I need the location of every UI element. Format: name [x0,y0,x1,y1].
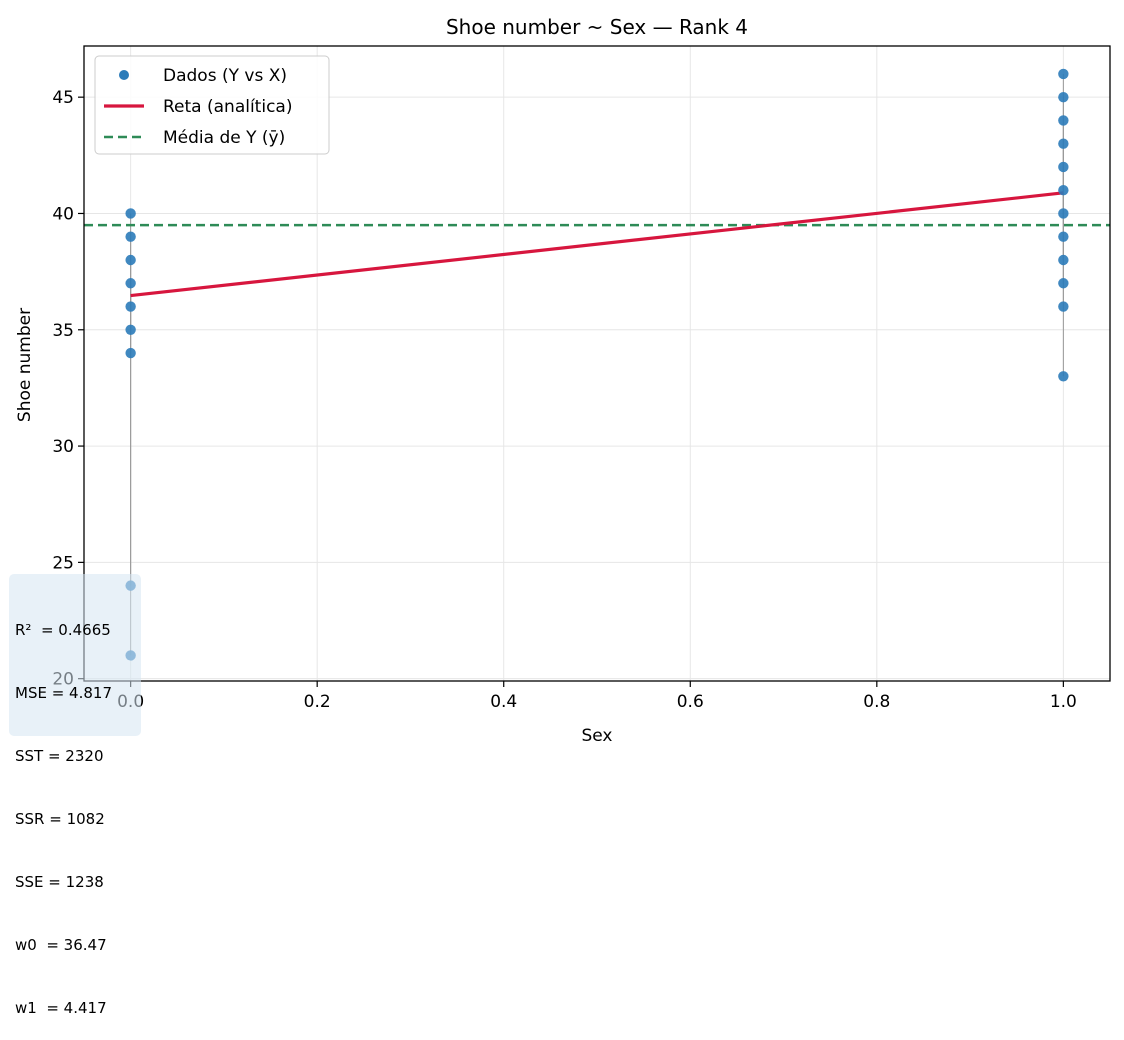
x-tick-label: 1.0 [1050,692,1077,712]
legend-label: Média de Y (ȳ) [163,128,285,148]
chart-title: Shoe number ~ Sex — Rank 4 [446,15,748,39]
y-tick-label: 35 [52,321,74,341]
data-point [125,324,136,335]
data-point [125,278,136,289]
data-point [1058,161,1069,173]
stat-r2: R² = 0.4665 [15,621,111,639]
data-points [125,68,1069,661]
y-axis-label: Shoe number [15,308,35,422]
data-point [1058,278,1069,289]
stat-w1: w1 = 4.417 [15,999,107,1017]
y-tick-label: 45 [52,88,74,108]
data-point [1058,91,1069,103]
data-point [1058,68,1069,80]
stat-sse: SSE = 1238 [15,873,104,891]
stat-ssr: SSR = 1082 [15,810,105,828]
x-tick-label: 0.6 [677,692,704,712]
data-point [1058,208,1069,219]
legend-label: Reta (analítica) [163,97,292,117]
scatter-chart: Shoe number ~ Sex — Rank 4 0.00.20.40.60… [15,15,1111,746]
data-point [125,208,136,219]
x-axis-label: Sex [581,726,612,746]
y-tick-label: 25 [52,553,74,573]
x-tick-label: 0.8 [863,692,890,712]
stat-w0: w0 = 36.47 [15,936,107,954]
data-point [1058,254,1069,266]
residual-lines [130,73,1064,656]
stat-sst: SST = 2320 [15,747,104,765]
data-point [1058,231,1069,242]
data-point [125,347,136,359]
data-point [1058,185,1069,196]
plot-frame [83,45,1111,682]
data-point [125,231,136,242]
legend-label: Dados (Y vs X) [163,66,287,86]
y-tick-label: 40 [52,204,74,224]
stats-box: R² = 0.4665 MSE = 4.817 SST = 2320 SSR =… [9,574,141,1017]
y-tick-label: 30 [52,437,74,457]
x-tick-label: 0.2 [304,692,331,712]
regression-line [130,191,1064,298]
stat-mse: MSE = 4.817 [15,684,112,702]
legend-box [94,55,330,155]
legend: Dados (Y vs X) Reta (analítica) Média de Y… [94,55,330,155]
legend-marker-icon [119,70,129,80]
data-point [1058,115,1069,126]
data-point [125,254,136,266]
data-point [1058,138,1069,149]
x-axis-ticks: 0.00.20.40.60.81.0 [117,681,1077,712]
data-point [125,301,136,312]
data-point [1058,371,1069,382]
data-point [1058,301,1069,312]
x-tick-label: 0.4 [490,692,517,712]
